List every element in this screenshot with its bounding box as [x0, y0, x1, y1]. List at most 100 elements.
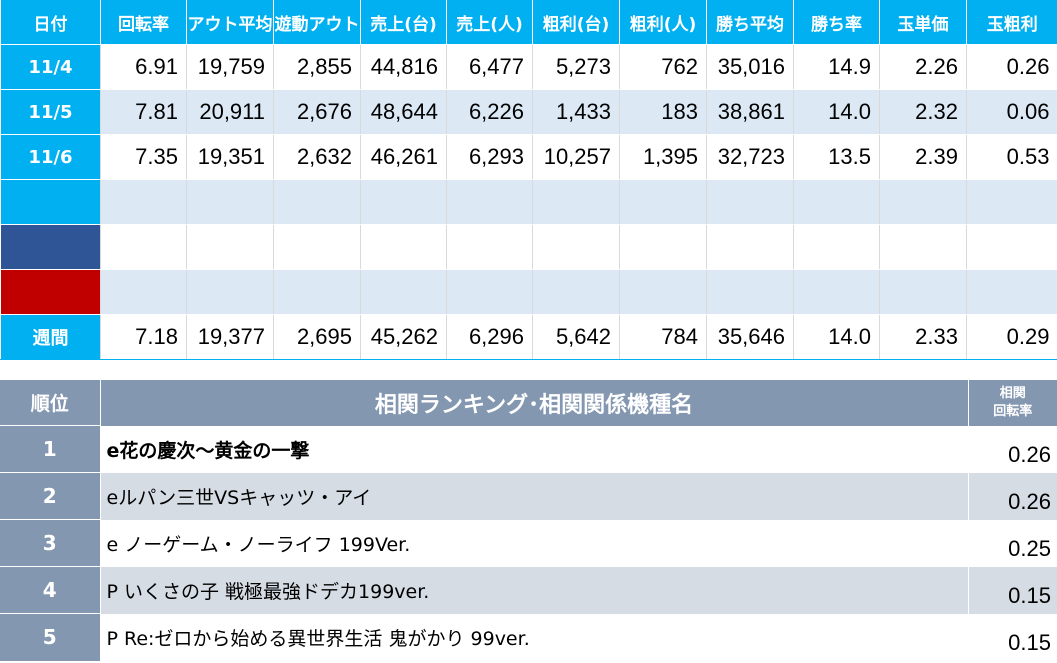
stats-cell: 1,395	[619, 134, 707, 180]
stats-row-label	[0, 179, 101, 225]
stats-row-label: 11/5	[0, 89, 101, 135]
ranking-row: 1 e花の慶次～黄金の一撃 0.26	[0, 425, 1057, 473]
stats-cell: 2,855	[273, 44, 361, 90]
ranking-position: 3	[0, 519, 101, 567]
ranking-header-correlation: 相関 回転率	[968, 380, 1057, 426]
stats-cell: 38,861	[706, 89, 794, 135]
stats-row	[0, 224, 1057, 270]
stats-weekly-row: 週間 7.18 19,377 2,695 45,262 6,296 5,642 784 35,6…	[0, 314, 1057, 360]
ranking-machine-name: e ノーゲーム・ノーライフ 199Ver.	[100, 519, 969, 567]
stats-weekly-cell: 2,695	[273, 314, 361, 360]
stats-cell: 19,759	[186, 44, 274, 90]
ranking-machine-name: e花の慶次～黄金の一撃	[100, 425, 969, 473]
ranking-position: 1	[0, 425, 101, 473]
stats-cell: 2,632	[273, 134, 361, 180]
stats-cell	[360, 179, 447, 225]
stats-cell: 14.9	[793, 44, 880, 90]
stats-weekly-cell: 5,642	[532, 314, 620, 360]
stats-cell	[273, 179, 361, 225]
stats-cell	[100, 269, 187, 315]
stats-row-label	[0, 269, 101, 315]
stats-cell: 6.91	[100, 44, 187, 90]
stats-cell: 44,816	[360, 44, 447, 90]
stats-cell	[360, 269, 447, 315]
stats-row-label	[0, 224, 101, 270]
stats-cell	[186, 224, 274, 270]
stats-cell: 32,723	[706, 134, 794, 180]
stats-weekly-cell: 35,646	[706, 314, 794, 360]
stats-cell	[879, 224, 967, 270]
stats-cell	[360, 224, 447, 270]
ranking-header-position: 順位	[0, 380, 101, 426]
stats-row: 11/4 6.91 19,759 2,855 44,816 6,477 5,273 762 35…	[0, 44, 1057, 90]
stats-cell	[793, 269, 880, 315]
ranking-correlation-value: 0.26	[968, 425, 1057, 473]
stats-cell	[186, 179, 274, 225]
stats-weekly-cell: 7.18	[100, 314, 187, 360]
stats-row-label: 11/4	[0, 44, 101, 90]
stats-weekly-cell: 14.0	[793, 314, 880, 360]
ranking-row: 2 eルパン三世VSキャッツ・アイ 0.26	[0, 472, 1057, 520]
stats-cell: 0.26	[966, 44, 1057, 90]
stats-cell: 14.0	[793, 89, 880, 135]
ranking-machine-name: P いくさの子 戦極最強ドデカ199ver.	[100, 566, 969, 614]
ranking-position: 5	[0, 613, 101, 661]
header-out-average: アウト平均	[186, 0, 274, 45]
header-date: 日付	[0, 0, 101, 45]
stats-cell	[619, 269, 707, 315]
stats-cell	[446, 179, 533, 225]
ranking-correlation-value: 0.26	[968, 472, 1057, 520]
stats-cell	[273, 224, 361, 270]
stats-cell: 6,477	[446, 44, 533, 90]
stats-cell	[966, 179, 1057, 225]
header-win-average: 勝ち平均	[706, 0, 794, 45]
stats-row	[0, 179, 1057, 225]
stats-cell	[532, 269, 620, 315]
stats-cell: 13.5	[793, 134, 880, 180]
header-ball-unit-price: 玉単価	[879, 0, 967, 45]
stats-cell: 19,351	[186, 134, 274, 180]
stats-cell: 10,257	[532, 134, 620, 180]
stats-cell: 6,226	[446, 89, 533, 135]
stats-row: 11/6 7.35 19,351 2,632 46,261 6,293 10,257 1,39…	[0, 134, 1057, 180]
header-ball-profit: 玉粗利	[966, 0, 1057, 45]
ranking-header-title: 相関ランキング･相関関係機種名	[100, 380, 969, 426]
stats-cell	[793, 179, 880, 225]
stats-cell	[706, 269, 794, 315]
stats-cell: 2,676	[273, 89, 361, 135]
stats-row: 11/5 7.81 20,911 2,676 48,644 6,226 1,433 183 38…	[0, 89, 1057, 135]
ranking-position: 2	[0, 472, 101, 520]
stats-weekly-cell: 784	[619, 314, 707, 360]
stats-weekly-cell: 2.33	[879, 314, 967, 360]
stats-cell	[879, 179, 967, 225]
stats-weekly-label: 週間	[0, 314, 101, 360]
stats-cell: 2.32	[879, 89, 967, 135]
ranking-position: 4	[0, 566, 101, 614]
stats-weekly-cell: 45,262	[360, 314, 447, 360]
stats-cell	[793, 224, 880, 270]
stats-cell	[100, 224, 187, 270]
stats-cell: 1,433	[532, 89, 620, 135]
stats-cell	[619, 179, 707, 225]
stats-cell: 2.39	[879, 134, 967, 180]
stats-cell	[446, 224, 533, 270]
stats-header-row: 日付 回転率 アウト平均 遊動アウト 売上(台) 売上(人) 粗利(台) 粗利(…	[0, 0, 1057, 45]
stats-cell: 183	[619, 89, 707, 135]
stats-cell: 6,293	[446, 134, 533, 180]
ranking-table: 順位 相関ランキング･相関関係機種名 相関 回転率 1 e花の慶次～黄金の一撃 0.2…	[0, 380, 1057, 661]
stats-cell	[879, 269, 967, 315]
stats-cell	[446, 269, 533, 315]
stats-cell	[966, 224, 1057, 270]
ranking-correlation-value: 0.15	[968, 566, 1057, 614]
stats-row-label: 11/6	[0, 134, 101, 180]
stats-cell: 2.26	[879, 44, 967, 90]
stats-cell: 7.35	[100, 134, 187, 180]
stats-weekly-cell: 19,377	[186, 314, 274, 360]
stats-cell: 0.53	[966, 134, 1057, 180]
ranking-correlation-value: 0.15	[968, 613, 1057, 661]
stats-cell: 46,261	[360, 134, 447, 180]
